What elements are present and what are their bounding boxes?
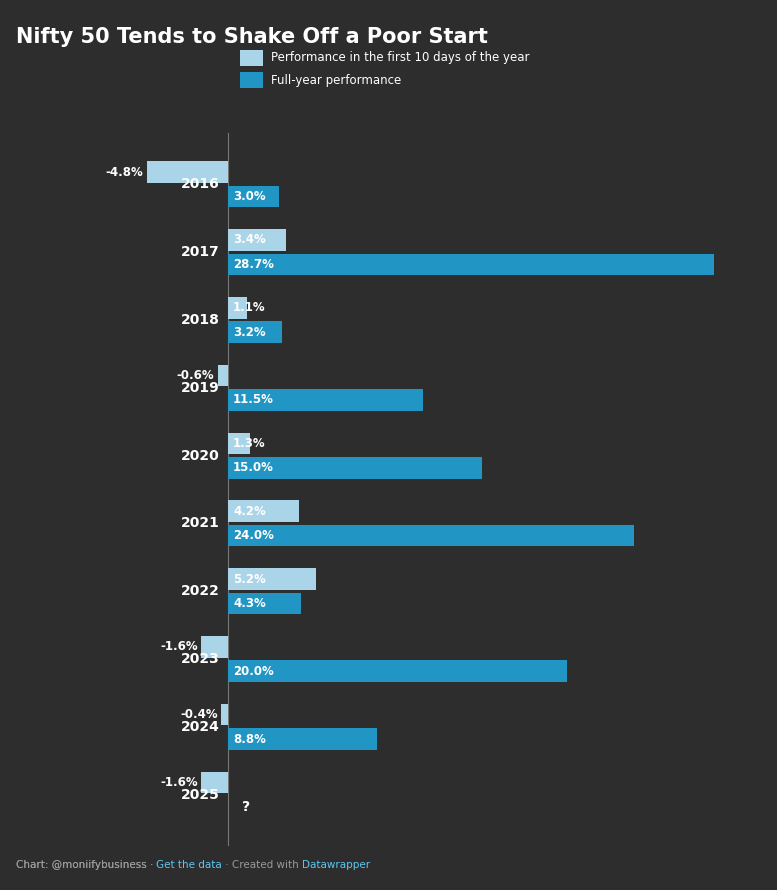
Bar <box>228 500 299 522</box>
Text: 24.0%: 24.0% <box>233 530 274 542</box>
Text: 28.7%: 28.7% <box>233 258 274 271</box>
Text: 11.5%: 11.5% <box>233 393 274 407</box>
Text: 2019: 2019 <box>181 381 220 395</box>
Text: 20.0%: 20.0% <box>233 665 274 677</box>
Bar <box>228 186 279 207</box>
Text: 2022: 2022 <box>181 584 220 598</box>
Text: ?: ? <box>242 800 249 813</box>
Text: -1.6%: -1.6% <box>160 776 197 789</box>
Text: 2018: 2018 <box>181 313 220 327</box>
Text: 3.0%: 3.0% <box>233 190 266 203</box>
Bar <box>228 433 250 454</box>
Text: Chart: @moniifybusiness ·: Chart: @moniifybusiness · <box>16 861 156 870</box>
Text: 4.3%: 4.3% <box>233 597 266 610</box>
Text: Chart: @moniifybusiness ·: Chart: @moniifybusiness · <box>16 861 156 870</box>
Bar <box>228 593 301 614</box>
Bar <box>228 254 714 275</box>
Bar <box>228 525 635 546</box>
Text: 2016: 2016 <box>181 177 220 191</box>
Text: · Created with: · Created with <box>222 861 302 870</box>
Text: 1.1%: 1.1% <box>233 302 266 314</box>
Text: 2020: 2020 <box>181 449 220 463</box>
Bar <box>228 321 282 343</box>
Text: 2023: 2023 <box>181 652 220 666</box>
Text: Performance in the first 10 days of the year: Performance in the first 10 days of the … <box>270 52 529 64</box>
Bar <box>147 161 228 183</box>
Text: 8.8%: 8.8% <box>233 732 266 746</box>
Bar <box>228 389 423 411</box>
Text: Get the data: Get the data <box>156 861 222 870</box>
Text: 3.4%: 3.4% <box>233 233 266 247</box>
Bar <box>228 229 286 251</box>
Text: 1.3%: 1.3% <box>233 437 266 449</box>
Bar <box>228 660 566 682</box>
Bar <box>228 568 316 590</box>
Text: -0.4%: -0.4% <box>180 708 218 721</box>
Text: 2017: 2017 <box>181 245 220 259</box>
Text: 2021: 2021 <box>181 516 220 530</box>
Text: 3.2%: 3.2% <box>233 326 266 339</box>
Text: 2024: 2024 <box>181 720 220 734</box>
Text: Datawrapper: Datawrapper <box>302 861 370 870</box>
Bar <box>228 728 377 750</box>
Text: 5.2%: 5.2% <box>233 572 266 586</box>
Text: -1.6%: -1.6% <box>160 640 197 653</box>
Bar <box>218 365 228 386</box>
Text: Nifty 50 Tends to Shake Off a Poor Start: Nifty 50 Tends to Shake Off a Poor Start <box>16 27 487 46</box>
Bar <box>228 457 482 479</box>
Text: Full-year performance: Full-year performance <box>270 74 401 86</box>
Text: -4.8%: -4.8% <box>106 166 143 179</box>
Bar <box>228 297 246 319</box>
Bar <box>201 772 228 793</box>
Bar <box>201 636 228 658</box>
Text: 4.2%: 4.2% <box>233 505 266 518</box>
Text: -0.6%: -0.6% <box>177 369 214 382</box>
Bar <box>221 704 228 725</box>
Text: 2025: 2025 <box>181 788 220 802</box>
Text: 15.0%: 15.0% <box>233 461 274 474</box>
